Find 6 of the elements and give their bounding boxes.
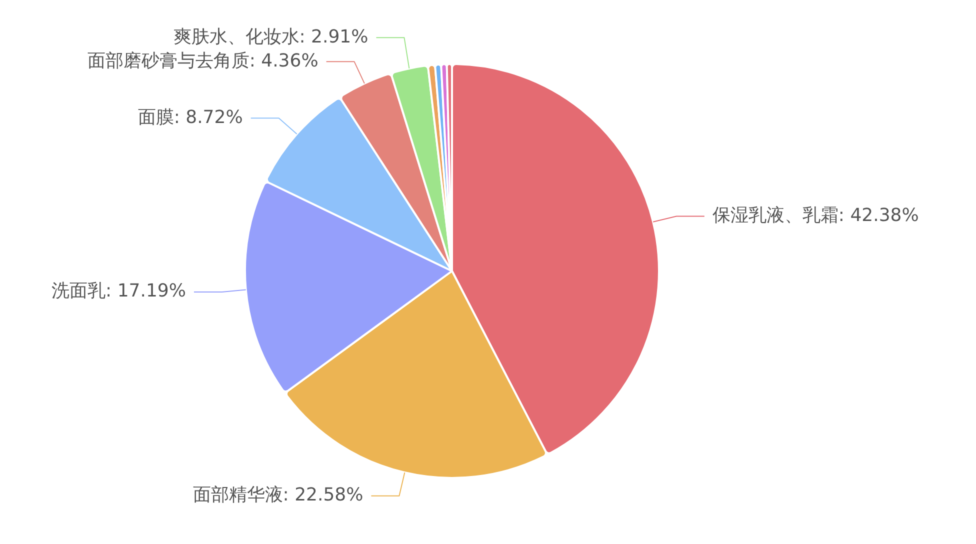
slice-label: 面部精华液: 22.58% [192, 484, 364, 506]
slice-label: 爽肤水、化妆水: 2.91% [173, 26, 368, 48]
slice-label: 面膜: 8.72% [138, 106, 243, 128]
slice-label: 面部磨砂膏与去角质: 4.36% [87, 50, 318, 72]
slice-label: 洗面乳: 17.19% [52, 280, 186, 302]
slice-label: 保湿乳液、乳霜: 42.38% [712, 204, 919, 226]
